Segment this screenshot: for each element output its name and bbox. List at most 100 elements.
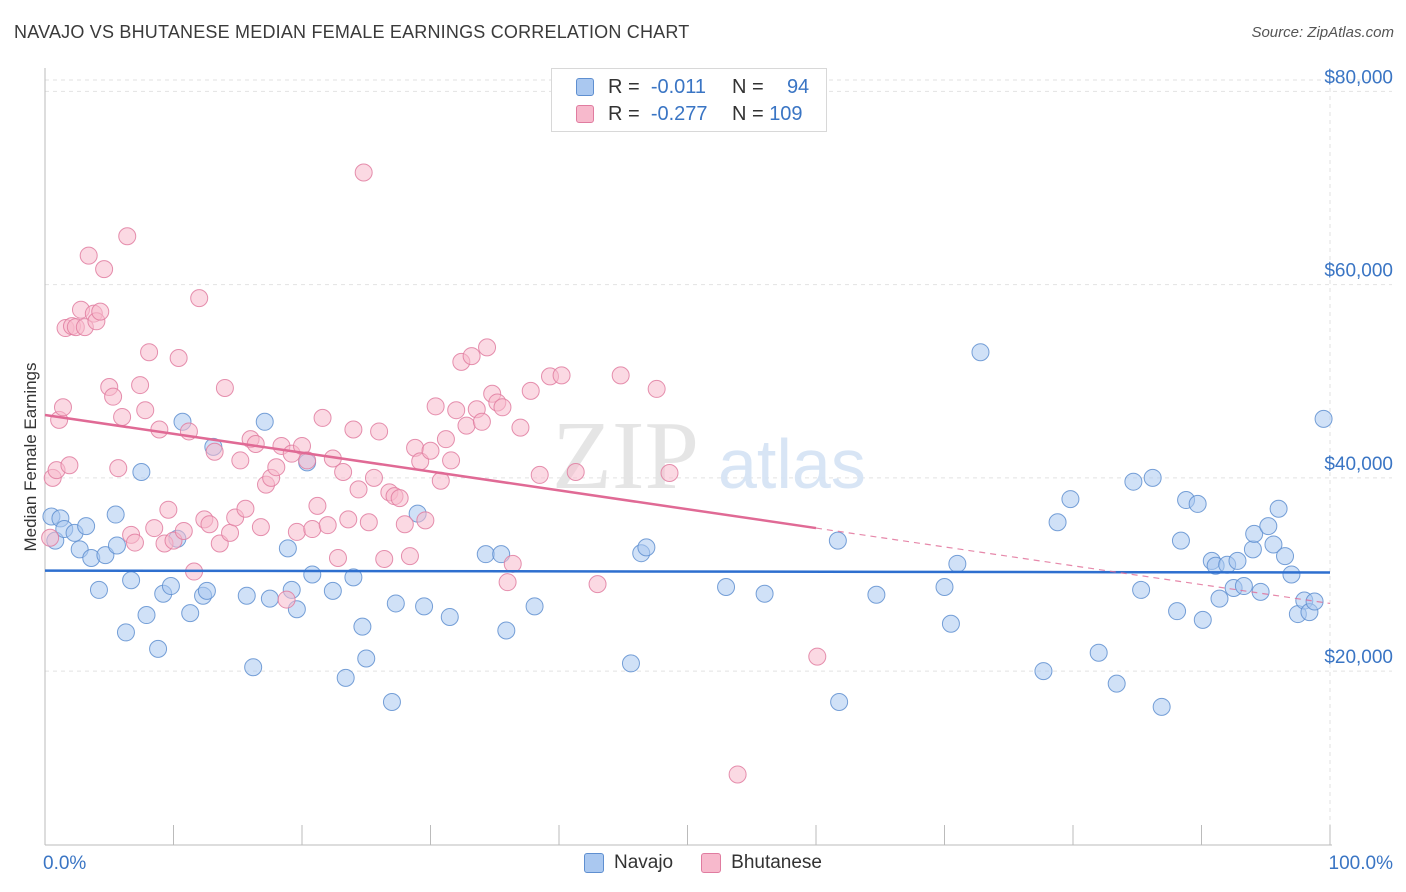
bhutanese-point (159, 500, 178, 519)
bhutanese-point (339, 510, 358, 529)
bhutanese-point (41, 528, 60, 547)
bhutanese-point (442, 451, 461, 470)
navajo-point (1282, 565, 1301, 584)
bhutanese-points (41, 163, 827, 784)
navajo-point (386, 594, 405, 613)
navajo-point (353, 617, 372, 636)
bhutanese-point (205, 442, 224, 461)
navajo-point (1034, 662, 1053, 681)
navajo-point (237, 586, 256, 605)
navajo-point (323, 581, 342, 600)
navajo-point (1305, 592, 1324, 611)
bhutanese-point (462, 347, 481, 366)
bhutanese-point (145, 519, 164, 538)
bhutanese-point (53, 398, 72, 417)
navajo-point (244, 658, 263, 677)
navajo-point (77, 517, 96, 536)
watermark: ZIP atlas (552, 402, 866, 510)
bhutanese-trend-line (44, 413, 817, 530)
y-tick-label: $60,000 (1324, 261, 1393, 282)
y-tick-label: $20,000 (1324, 647, 1393, 668)
navajo-point (96, 546, 115, 565)
bhutanese-point (498, 573, 517, 592)
navajo-point (1245, 524, 1264, 543)
bhutanese-point (79, 246, 98, 265)
bhutanese-point (140, 343, 159, 362)
legend-r-label: R = (608, 75, 640, 98)
bhutanese-point (359, 513, 378, 532)
bhutanese-point (109, 459, 128, 478)
navajo-point (89, 580, 108, 599)
legend-r-value: -0.277 (650, 102, 708, 125)
navajo-point (440, 607, 459, 626)
bhutanese-point (131, 376, 150, 395)
bhutanese-point (334, 463, 353, 482)
bhutanese-point (231, 451, 250, 470)
navajo-point (1168, 602, 1187, 621)
navajo-point (1143, 468, 1162, 487)
navajo-point (357, 649, 376, 668)
legend-n-label: N = (731, 75, 764, 98)
bhutanese-point (287, 522, 306, 541)
y-tick-label: $80,000 (1324, 67, 1393, 88)
series-legend: Navajo Bhutanese (0, 852, 1406, 874)
navajo-point (181, 604, 200, 623)
navajo-point (935, 578, 954, 597)
navajo-point (1124, 472, 1143, 491)
bhutanese-point (303, 520, 322, 539)
bhutanese-point (472, 412, 491, 431)
trend-lines (44, 413, 1331, 605)
bhutanese-point (236, 499, 255, 518)
source-label: Source: ZipAtlas.com (1251, 24, 1394, 41)
navajo-point (344, 568, 363, 587)
bhutanese-point (328, 549, 347, 568)
bhutanese-point (150, 420, 169, 439)
navajo-point (1276, 547, 1295, 566)
navajo-point (1314, 409, 1333, 428)
bhutanese-point (478, 338, 497, 357)
bhutanese-point (421, 441, 440, 460)
navajo-point (278, 539, 297, 558)
navajo-point (1171, 531, 1190, 550)
bhutanese-point (390, 489, 409, 508)
bhutanese-point (104, 387, 123, 406)
bhutanese-point (118, 227, 137, 246)
bhutanese-point (113, 407, 132, 426)
navajo-point (1188, 494, 1207, 513)
bhutanese-point (503, 554, 522, 573)
bhutanese-point (215, 378, 234, 397)
x-tick-label-max: 100.0% (1329, 853, 1394, 874)
navajo-point (197, 581, 216, 600)
navajo-point (1228, 551, 1247, 570)
navajo-point (637, 538, 656, 557)
bhutanese-point (660, 463, 679, 482)
bhutanese-point (200, 515, 219, 534)
bhutanese-point (344, 420, 363, 439)
navajo-point (1089, 643, 1108, 662)
legend-item-navajo: Navajo (583, 852, 673, 874)
bhutanese-point (426, 397, 445, 416)
bhutanese-point (364, 468, 383, 487)
bhutanese-point (395, 515, 414, 534)
bhutanese-point (566, 463, 585, 482)
navajo-point (415, 597, 434, 616)
navajo-point (621, 654, 640, 673)
navajo-point (1234, 577, 1253, 596)
navajo-point (476, 545, 495, 564)
legend-swatch-navajo (583, 853, 604, 873)
watermark-atlas: atlas (718, 425, 866, 503)
legend-swatch-bhutanese (576, 105, 594, 123)
navajo-point (1061, 490, 1080, 509)
bhutanese-point (349, 480, 368, 499)
axes (44, 68, 1332, 846)
bhutanese-point (221, 523, 240, 542)
navajo-point (717, 578, 736, 597)
bhutanese-point (251, 518, 270, 537)
bhutanese-point (521, 381, 540, 400)
navajo-point (161, 577, 180, 596)
x-tick-label-min: 0.0% (43, 853, 86, 874)
navajo-point (122, 571, 141, 590)
navajo-point (1259, 517, 1278, 536)
navajo-point (1264, 535, 1283, 554)
